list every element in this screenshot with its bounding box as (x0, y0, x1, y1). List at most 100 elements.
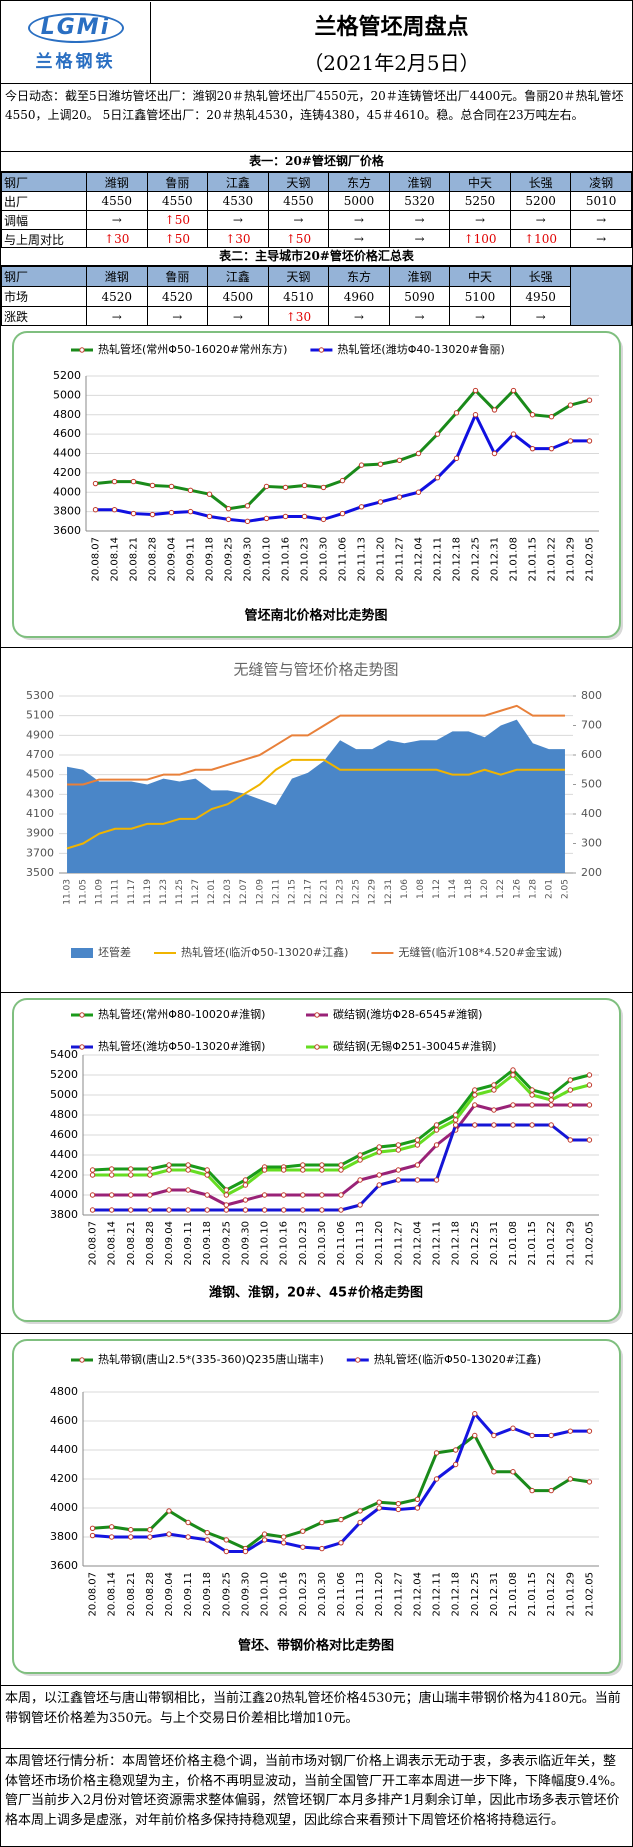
chart-section: 无缝管与管坯价格走势图 3500 3700 3900 4100 4300 4500 4700 4… (1, 648, 632, 993)
point (147, 1534, 153, 1540)
point (223, 1192, 230, 1198)
point (548, 1432, 554, 1439)
x-tick-label: 1.26 (512, 879, 522, 899)
point (204, 1167, 210, 1173)
x-tick-label: 1.20 (480, 879, 490, 899)
x-tick-label: 1.12 (432, 879, 442, 899)
table-cell: 5010 (570, 191, 632, 211)
point (395, 1142, 402, 1148)
point (415, 450, 422, 457)
table-cell: 中天 (449, 266, 511, 287)
x-tick-label: 20.12.25 (471, 537, 482, 582)
point (89, 1207, 96, 1213)
point (491, 1087, 497, 1093)
point (357, 1508, 363, 1514)
y-tick-label: 4200 (50, 1472, 78, 1485)
x-tick-label: 20.10.16 (279, 1572, 290, 1617)
point (185, 1187, 191, 1193)
table-cell: 调幅 (1, 210, 87, 230)
x-tick-label: 12.03 (223, 879, 233, 905)
x-tick-label: 20.09.11 (186, 537, 197, 582)
table-cell: 4550 (86, 191, 148, 211)
y-tick-label: 3800 (50, 1208, 78, 1221)
x-tick-label: 20.08.21 (126, 1221, 137, 1266)
point (529, 1092, 535, 1098)
x-tick-label: 20.09.11 (183, 1572, 194, 1617)
table-cell: 4510 (267, 286, 330, 307)
x-tick-label: 1.22 (496, 879, 506, 899)
x-tick-label: 20.11.20 (374, 1572, 385, 1617)
y2-tick-label: 200 (581, 866, 602, 879)
table-cell: → (388, 229, 451, 247)
point (472, 1411, 478, 1417)
table-cell: → (388, 306, 451, 325)
point (338, 1167, 344, 1173)
point (548, 413, 555, 420)
y-tick-label: 4800 (50, 1385, 78, 1398)
table-cell: → (207, 210, 269, 230)
chart: 3800 4000 4200 4400 4600 4800 5000 5200 5400 20.0… (12, 998, 623, 1324)
x-tick-label: 1.18 (464, 879, 474, 899)
point (244, 503, 251, 509)
point (567, 1137, 574, 1143)
point (414, 1496, 421, 1503)
point (223, 1537, 230, 1543)
y-tick-label: 4300 (26, 787, 54, 800)
x-tick-label: 2.05 (560, 879, 570, 899)
point (434, 475, 441, 481)
point (223, 1548, 230, 1555)
x-tick-label: 20.09.30 (240, 1572, 251, 1617)
table-cell: ↑30 (207, 229, 269, 247)
x-tick-label: 20.09.04 (167, 537, 178, 582)
point (108, 1534, 115, 1540)
point (377, 499, 384, 505)
point (89, 1525, 96, 1532)
x-tick-label: 1.14 (448, 879, 458, 899)
x-tick-label: 11.23 (159, 879, 169, 905)
point (204, 1172, 210, 1178)
point (187, 487, 194, 494)
logo-mark: LGMi (27, 12, 124, 43)
legend-label: 碳结钢(无锡Φ251-30045#淮钢) (333, 1039, 496, 1053)
x-tick-label: 20.12.31 (490, 537, 501, 582)
point (108, 1192, 115, 1198)
table-cell: 5250 (449, 191, 511, 211)
table-row: 调幅 → ↑50 → → → → → → → (1, 210, 632, 230)
point (185, 1207, 191, 1213)
table-cell: → (267, 210, 330, 230)
table-cell: 5000 (328, 191, 390, 211)
point (204, 1192, 210, 1198)
table-cell: 4530 (207, 191, 269, 211)
y-tick-label: 4400 (50, 1443, 78, 1456)
point (185, 1167, 191, 1173)
legend-label: 热轧管坯(潍坊Φ50-13020#潍钢) (98, 1039, 265, 1053)
table-cell: 5100 (449, 286, 511, 307)
chart: 3600 3800 4000 4200 4400 4600 4800 20.08.07 20.0… (12, 1339, 623, 1676)
y-tick-label: 4200 (53, 466, 81, 479)
point (338, 1207, 344, 1213)
y-tick-label: 4600 (50, 1128, 78, 1141)
x-tick-label: 20.10.30 (317, 1221, 328, 1266)
point (395, 1506, 402, 1513)
point (376, 1149, 382, 1155)
table-row: 市场 4520 4520 4500 4510 4960 5090 5100 4950 (1, 286, 632, 307)
point (242, 1177, 249, 1183)
point (472, 1092, 478, 1098)
point (472, 1432, 478, 1439)
y-tick-label: 3800 (50, 1530, 78, 1543)
y-tick-label: 3800 (53, 505, 81, 518)
point (414, 1137, 421, 1143)
point (166, 1531, 172, 1537)
point (358, 504, 365, 510)
y-tick-label: 3700 (26, 846, 54, 859)
x-tick-label: 20.10.16 (281, 537, 292, 582)
point (586, 1072, 593, 1078)
x-tick-label: 12.21 (320, 879, 330, 905)
table-cell: 长强 (509, 172, 572, 192)
x-tick-label: 20.08.21 (129, 537, 140, 582)
point (453, 455, 460, 462)
x-tick-label: 20.12.25 (470, 1221, 481, 1266)
point (147, 1166, 153, 1172)
table-cell: 长强 (509, 266, 572, 287)
x-tick-label: 1.06 (400, 879, 410, 899)
